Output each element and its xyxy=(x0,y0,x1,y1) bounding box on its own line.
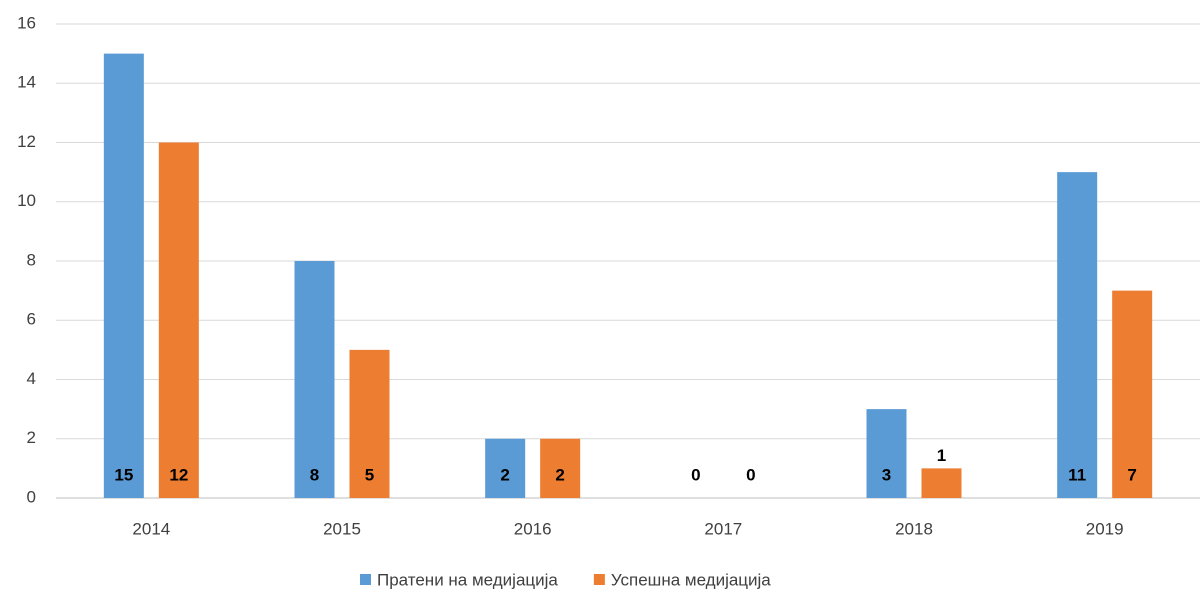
bar xyxy=(540,438,581,498)
y-tick-label: 16 xyxy=(17,13,36,32)
data-label: 7 xyxy=(1127,465,1136,484)
x-tick-label: 2014 xyxy=(132,519,170,538)
y-tick-label: 6 xyxy=(27,310,36,329)
bar xyxy=(1057,172,1098,498)
y-tick-label: 12 xyxy=(17,132,36,151)
y-tick-label: 0 xyxy=(27,487,36,506)
y-tick-label: 2 xyxy=(27,428,36,447)
data-label: 15 xyxy=(114,465,133,484)
data-label: 2 xyxy=(555,465,564,484)
y-tick-label: 8 xyxy=(27,250,36,269)
data-label: 0 xyxy=(691,465,700,484)
y-tick-label: 14 xyxy=(17,73,36,92)
x-tick-label: 2017 xyxy=(704,519,742,538)
bar xyxy=(103,53,144,498)
bar xyxy=(349,349,390,498)
bar xyxy=(1112,290,1153,498)
bar xyxy=(485,438,526,498)
legend-label: Пратени на медијација xyxy=(377,570,558,589)
bar xyxy=(158,142,199,498)
x-tick-label: 2016 xyxy=(514,519,552,538)
y-tick-label: 10 xyxy=(17,191,36,210)
bar xyxy=(866,409,907,498)
legend-swatch xyxy=(593,574,605,585)
data-label: 2 xyxy=(500,465,509,484)
legend-swatch xyxy=(360,574,371,585)
data-label: 11 xyxy=(1068,465,1086,484)
bar xyxy=(294,261,335,498)
data-label: 3 xyxy=(882,465,891,484)
bar xyxy=(921,468,962,498)
x-tick-label: 2018 xyxy=(895,519,933,538)
x-tick-label: 2015 xyxy=(323,519,361,538)
x-tick-label: 2019 xyxy=(1086,519,1124,538)
data-label: 5 xyxy=(365,465,374,484)
data-label: 12 xyxy=(169,465,188,484)
data-label: 8 xyxy=(310,465,319,484)
data-label: 1 xyxy=(937,446,946,465)
y-tick-label: 4 xyxy=(27,369,36,388)
data-label: 0 xyxy=(746,465,755,484)
legend-label: Успешна медијација xyxy=(611,570,771,589)
